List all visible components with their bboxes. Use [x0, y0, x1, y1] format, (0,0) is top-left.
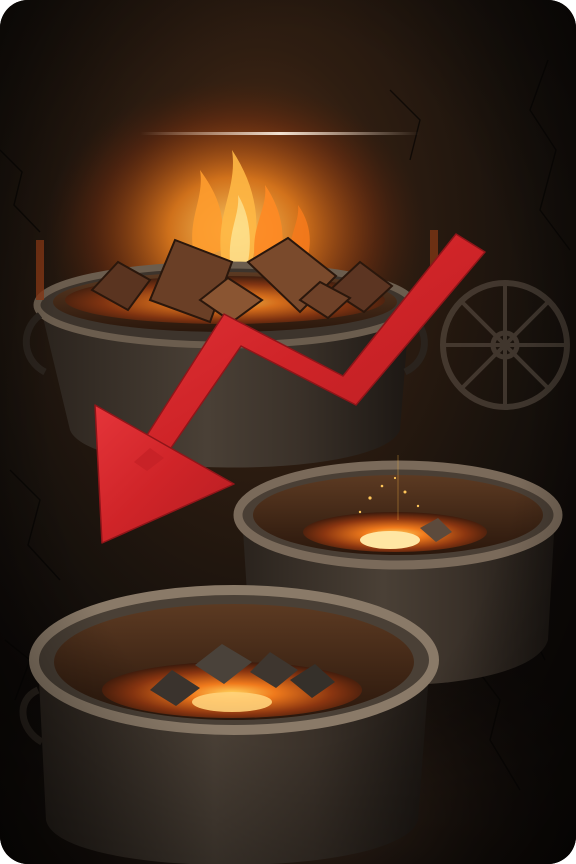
scene-illustration [0, 0, 576, 864]
vignette [0, 0, 576, 864]
illustration-card [0, 0, 576, 864]
